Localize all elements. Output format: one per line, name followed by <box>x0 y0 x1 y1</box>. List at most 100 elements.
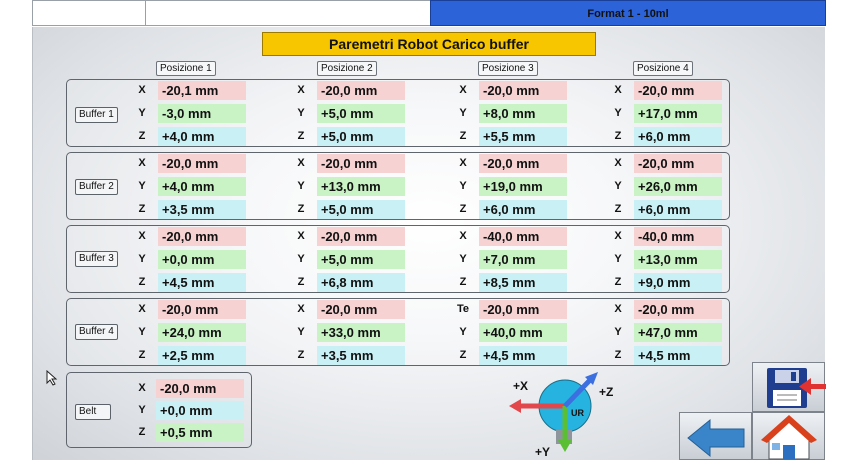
buffer-2-button[interactable]: Buffer 2 <box>75 179 118 195</box>
top-tab-2[interactable] <box>145 0 431 26</box>
buffer-3-pos-3-y-value[interactable]: +7,0 mm <box>479 250 567 269</box>
buffer-2-pos-2-axis-y: Y <box>297 180 305 192</box>
buffer-3-pos-1-z-value[interactable]: +4,5 mm <box>158 273 246 292</box>
home-button[interactable] <box>752 412 825 460</box>
buffer-1-pos-3-axis-y: Y <box>459 107 467 119</box>
buffer-2-pos-2-z-value[interactable]: +5,0 mm <box>317 200 405 219</box>
buffer-4-pos-3-x-value[interactable]: -20,0 mm <box>479 300 567 319</box>
buffer-1-pos-1-y-value[interactable]: -3,0 mm <box>158 104 246 123</box>
buffer-2-pos-1-x-value[interactable]: -20,0 mm <box>158 154 246 173</box>
belt-axis-y: Y <box>138 404 146 416</box>
buffer-4-pos-1-x-value[interactable]: -20,0 mm <box>158 300 246 319</box>
buffer-2-pos-1-axis-x: X <box>138 157 146 169</box>
x-axis-label: +X <box>513 379 528 393</box>
buffer-1-pos-3-axis-z: Z <box>459 130 467 142</box>
buffer-4-pos-4-axis-x: X <box>614 303 622 315</box>
buffer-3-pos-1-x-value[interactable]: -20,0 mm <box>158 227 246 246</box>
buffer-4-pos-2-axis-z: Z <box>297 349 305 361</box>
buffer-4-pos-4-z-value[interactable]: +4,5 mm <box>634 346 722 365</box>
buffer-4-pos-2-y-value[interactable]: +33,0 mm <box>317 323 405 342</box>
buffer-4-pos-1-axis-x: X <box>138 303 146 315</box>
buffer-1-pos-3-axis-x: X <box>459 84 467 96</box>
buffer-1-pos-3-x-value[interactable]: -20,0 mm <box>479 81 567 100</box>
position-header-4: Posizione 4 <box>633 61 693 76</box>
buffer-2-pos-3-axis-x: X <box>459 157 467 169</box>
buffer-3-pos-4-y-value[interactable]: +13,0 mm <box>634 250 722 269</box>
buffer-3-button[interactable]: Buffer 3 <box>75 251 118 267</box>
buffer-1-button[interactable]: Buffer 1 <box>75 107 118 123</box>
buffer-1-pos-1-x-value[interactable]: -20,1 mm <box>158 81 246 100</box>
belt-y-value[interactable]: +0,0 mm <box>156 401 244 420</box>
buffer-2-pos-1-axis-z: Z <box>138 203 146 215</box>
buffer-3-pos-1-axis-z: Z <box>138 276 146 288</box>
format-indicator[interactable]: Format 1 - 10ml <box>430 0 826 26</box>
ur-label: UR <box>571 408 584 418</box>
buffer-4-pos-2-axis-y: Y <box>297 326 305 338</box>
buffer-2-pos-3-z-value[interactable]: +6,0 mm <box>479 200 567 219</box>
buffer-3-pos-4-z-value[interactable]: +9,0 mm <box>634 273 722 292</box>
top-bar: Format 1 - 10ml <box>0 0 855 27</box>
buffer-2-pos-2-x-value[interactable]: -20,0 mm <box>317 154 405 173</box>
buffer-2-pos-2-axis-z: Z <box>297 203 305 215</box>
position-header-1: Posizione 1 <box>156 61 216 76</box>
save-button[interactable] <box>752 362 826 412</box>
buffer-2-pos-2-axis-x: X <box>297 157 305 169</box>
z-axis-label: +Z <box>599 385 613 399</box>
buffer-3-pos-4-x-value[interactable]: -40,0 mm <box>634 227 722 246</box>
belt-x-value[interactable]: -20,0 mm <box>156 379 244 398</box>
buffer-3-pos-3-axis-x: X <box>459 230 467 242</box>
buffer-1-pos-3-y-value[interactable]: +8,0 mm <box>479 104 567 123</box>
buffer-1-pos-2-y-value[interactable]: +5,0 mm <box>317 104 405 123</box>
buffer-4-pos-1-y-value[interactable]: +24,0 mm <box>158 323 246 342</box>
buffer-2-pos-3-x-value[interactable]: -20,0 mm <box>479 154 567 173</box>
buffer-4-pos-4-axis-y: Y <box>614 326 622 338</box>
buffer-4-pos-4-x-value[interactable]: -20,0 mm <box>634 300 722 319</box>
buffer-2-pos-2-y-value[interactable]: +13,0 mm <box>317 177 405 196</box>
top-tab-1[interactable] <box>32 0 146 26</box>
buffer-1-pos-3-z-value[interactable]: +5,5 mm <box>479 127 567 146</box>
y-axis-label: +Y <box>535 445 550 458</box>
buffer-3-pos-3-z-value[interactable]: +8,5 mm <box>479 273 567 292</box>
buffer-4-pos-4-y-value[interactable]: +47,0 mm <box>634 323 722 342</box>
buffer-3-pos-4-axis-x: X <box>614 230 622 242</box>
buffer-3-pos-3-x-value[interactable]: -40,0 mm <box>479 227 567 246</box>
buffer-4-pos-2-x-value[interactable]: -20,0 mm <box>317 300 405 319</box>
buffer-3-pos-1-axis-x: X <box>138 230 146 242</box>
buffer-1-pos-4-x-value[interactable]: -20,0 mm <box>634 81 722 100</box>
belt-z-value[interactable]: +0,5 mm <box>156 423 244 442</box>
buffer-2-pos-4-axis-z: Z <box>614 203 622 215</box>
buffer-4-pos-3-axis-z: Z <box>459 349 467 361</box>
position-header-3: Posizione 3 <box>478 61 538 76</box>
buffer-2-pos-4-x-value[interactable]: -20,0 mm <box>634 154 722 173</box>
buffer-1-pos-4-axis-z: Z <box>614 130 622 142</box>
buffer-1-pos-2-z-value[interactable]: +5,0 mm <box>317 127 405 146</box>
buffer-4-pos-2-z-value[interactable]: +3,5 mm <box>317 346 405 365</box>
buffer-1-pos-1-axis-y: Y <box>138 107 146 119</box>
buffer-3-pos-2-y-value[interactable]: +5,0 mm <box>317 250 405 269</box>
buffer-4-pos-3-z-value[interactable]: +4,5 mm <box>479 346 567 365</box>
buffer-2-pos-4-z-value[interactable]: +6,0 mm <box>634 200 722 219</box>
buffer-1-pos-4-y-value[interactable]: +17,0 mm <box>634 104 722 123</box>
buffer-3-pos-1-y-value[interactable]: +0,0 mm <box>158 250 246 269</box>
buffer-3-pos-2-x-value[interactable]: -20,0 mm <box>317 227 405 246</box>
buffer-2-pos-3-y-value[interactable]: +19,0 mm <box>479 177 567 196</box>
buffer-4-button[interactable]: Buffer 4 <box>75 324 118 340</box>
buffer-2-pos-1-axis-y: Y <box>138 180 146 192</box>
buffer-1-pos-1-axis-x: X <box>138 84 146 96</box>
buffer-2-pos-4-y-value[interactable]: +26,0 mm <box>634 177 722 196</box>
buffer-1-pos-4-z-value[interactable]: +6,0 mm <box>634 127 722 146</box>
buffer-4-pos-1-axis-y: Y <box>138 326 146 338</box>
buffer-4-pos-1-z-value[interactable]: +2,5 mm <box>158 346 246 365</box>
belt-button[interactable]: Belt <box>75 404 111 420</box>
buffer-1-pos-2-axis-z: Z <box>297 130 305 142</box>
buffer-1-pos-1-z-value[interactable]: +4,0 mm <box>158 127 246 146</box>
buffer-2-pos-1-y-value[interactable]: +4,0 mm <box>158 177 246 196</box>
buffer-4-pos-3-y-value[interactable]: +40,0 mm <box>479 323 567 342</box>
buffer-1-pos-2-x-value[interactable]: -20,0 mm <box>317 81 405 100</box>
buffer-3-pos-4-axis-z: Z <box>614 276 622 288</box>
buffer-3-pos-2-z-value[interactable]: +6,8 mm <box>317 273 405 292</box>
buffer-3-pos-2-axis-z: Z <box>297 276 305 288</box>
buffer-3-pos-4-axis-y: Y <box>614 253 622 265</box>
buffer-2-pos-1-z-value[interactable]: +3,5 mm <box>158 200 246 219</box>
back-button[interactable] <box>679 412 752 460</box>
